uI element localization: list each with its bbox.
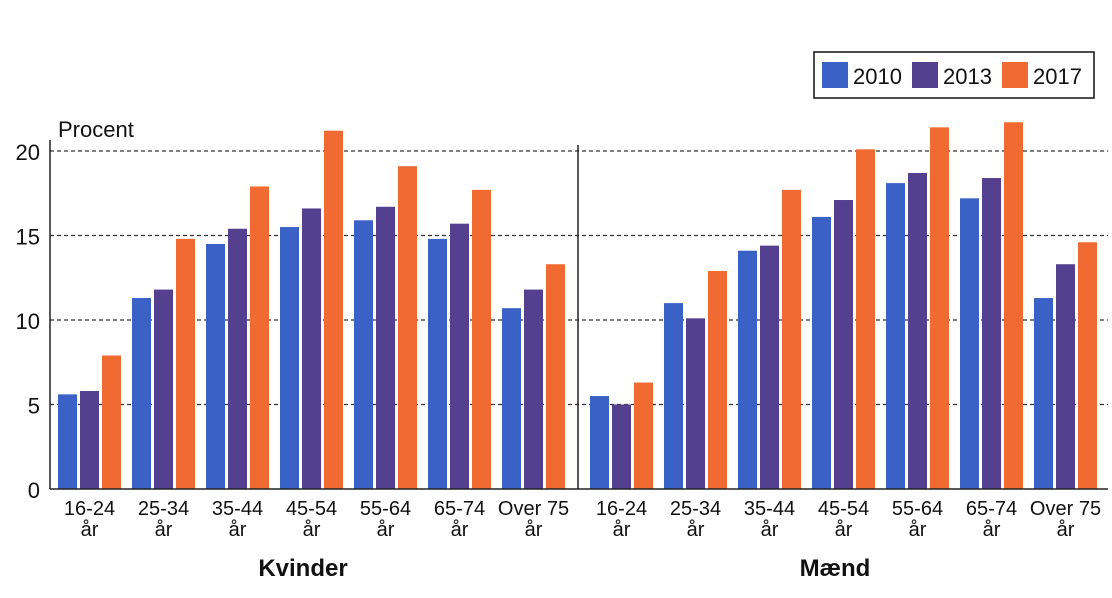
bar-mænd-2013 <box>1056 264 1075 489</box>
bar-mænd-2017 <box>1078 242 1097 489</box>
x-tick-label-unit: år <box>303 519 321 541</box>
x-tick-label: 45-54 <box>286 498 337 520</box>
y-tick-label: 0 <box>28 478 40 503</box>
bar-kvinder-2013 <box>80 390 99 489</box>
x-tick-label-unit: år <box>525 519 543 541</box>
x-tick-label: 65-74 <box>434 498 485 520</box>
x-tick-label-unit: år <box>229 519 247 541</box>
bar-mænd-2010 <box>738 250 757 489</box>
y-tick-label: 15 <box>16 225 40 250</box>
x-tick-label-unit: år <box>155 519 173 541</box>
bar-kvinder-2017 <box>176 238 195 489</box>
bar-kvinder-2010 <box>58 394 77 489</box>
legend-swatch-2013 <box>912 62 938 88</box>
x-tick-label: 65-74 <box>966 498 1017 520</box>
bar-kvinder-2010 <box>502 308 521 489</box>
bar-kvinder-2010 <box>428 238 447 489</box>
x-tick-label: 55-64 <box>360 498 411 520</box>
bar-kvinder-2013 <box>450 223 469 490</box>
bar-mænd-2010 <box>812 216 831 489</box>
x-tick-label: 45-54 <box>818 498 869 520</box>
bar-mænd-2010 <box>886 183 905 490</box>
x-tick-label: 16-24 <box>64 498 115 520</box>
x-tick-label: Over 75 <box>498 498 569 520</box>
bar-kvinder-2017 <box>546 264 565 489</box>
x-tick-label: 16-24 <box>596 498 647 520</box>
x-tick-label-unit: år <box>377 519 395 541</box>
bar-mænd-2010 <box>1034 298 1053 489</box>
legend-label-2010: 2010 <box>853 64 902 89</box>
bar-mænd-2017 <box>634 382 653 489</box>
legend-label-2013: 2013 <box>943 64 992 89</box>
x-tick-label: 35-44 <box>744 498 795 520</box>
bar-kvinder-2010 <box>280 227 299 490</box>
bar-mænd-2013 <box>612 404 631 489</box>
panel-label: Kvinder <box>258 555 347 582</box>
bar-kvinder-2013 <box>228 228 247 490</box>
bar-mænd-2013 <box>834 200 853 489</box>
bar-mænd-2010 <box>960 198 979 489</box>
legend-box <box>813 51 1095 99</box>
bar-kvinder-2013 <box>524 289 543 489</box>
bar-kvinder-2013 <box>154 289 173 489</box>
x-tick-label-unit: år <box>687 519 705 541</box>
bar-mænd-2017 <box>930 127 949 489</box>
x-tick-label-unit: år <box>81 519 99 541</box>
bar-kvinder-2017 <box>102 355 121 489</box>
bar-kvinder-2017 <box>398 166 417 489</box>
bar-mænd-2017 <box>782 189 801 489</box>
bar-kvinder-2013 <box>376 206 395 489</box>
bar-mænd-2013 <box>982 178 1001 490</box>
x-tick-label-unit: år <box>613 519 631 541</box>
x-tick-label: 35-44 <box>212 498 263 520</box>
bar-mænd-2017 <box>856 149 875 489</box>
legend-swatch-2017 <box>1002 62 1028 88</box>
bar-kvinder-2010 <box>132 298 151 489</box>
x-tick-label: 25-34 <box>670 498 721 520</box>
bar-kvinder-2010 <box>354 220 373 490</box>
y-tick-label: 5 <box>28 394 40 419</box>
y-tick-label: 10 <box>16 309 40 334</box>
y-tick-label: 20 <box>16 140 40 165</box>
bar-kvinder-2017 <box>472 189 491 489</box>
y-axis-title: Procent <box>58 117 134 142</box>
bar-kvinder-2010 <box>206 243 225 489</box>
x-tick-label: 55-64 <box>892 498 943 520</box>
x-tick-label-unit: år <box>1057 519 1075 541</box>
bar-mænd-2013 <box>760 245 779 489</box>
bar-mænd-2017 <box>1004 122 1023 490</box>
x-tick-label: 25-34 <box>138 498 189 520</box>
x-tick-label-unit: år <box>835 519 853 541</box>
bar-mænd-2013 <box>686 318 705 489</box>
panel-label: Mænd <box>800 555 871 582</box>
bar-mænd-2010 <box>664 303 683 489</box>
bar-kvinder-2017 <box>324 130 343 489</box>
bar-mænd-2010 <box>590 396 609 489</box>
legend-label-2017: 2017 <box>1033 64 1082 89</box>
bar-mænd-2017 <box>708 270 727 489</box>
bar-kvinder-2013 <box>302 208 321 489</box>
bar-kvinder-2017 <box>250 186 269 490</box>
x-tick-label-unit: år <box>983 519 1001 541</box>
x-tick-label-unit: år <box>451 519 469 541</box>
bar-mænd-2013 <box>908 172 927 489</box>
x-tick-label-unit: år <box>909 519 927 541</box>
x-tick-label: Over 75 <box>1030 498 1101 520</box>
legend-swatch-2010 <box>822 62 848 88</box>
x-tick-label-unit: år <box>761 519 779 541</box>
